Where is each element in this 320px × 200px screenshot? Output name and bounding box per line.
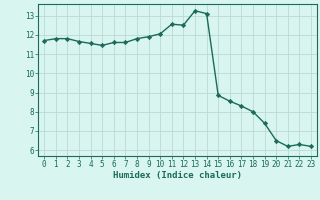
X-axis label: Humidex (Indice chaleur): Humidex (Indice chaleur) xyxy=(113,171,242,180)
